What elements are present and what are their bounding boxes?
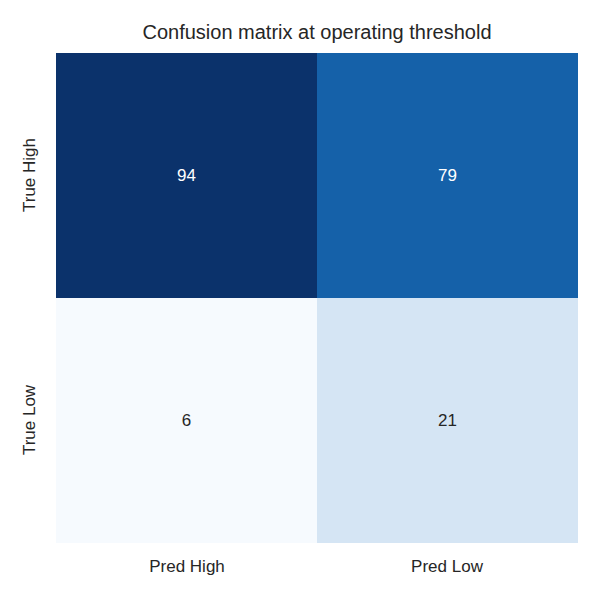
y-axis-label-true-low: True Low [20,385,40,455]
cell-value: 94 [177,166,196,186]
y-axis-label-true-high: True High [20,138,40,212]
confusion-matrix-figure: Confusion matrix at operating threshold … [0,0,600,600]
heatmap-cell-true-low-pred-low: 21 [317,298,578,543]
heatmap-cell-true-high-pred-high: 94 [56,53,317,298]
x-axis-label-pred-high: Pred High [149,557,225,577]
heatmap-grid: 94 79 6 21 [56,53,578,543]
heatmap-cell-true-high-pred-low: 79 [317,53,578,298]
cell-value: 21 [438,411,457,431]
cell-value: 6 [182,411,191,431]
x-axis-label-pred-low: Pred Low [411,557,483,577]
heatmap-cell-true-low-pred-high: 6 [56,298,317,543]
cell-value: 79 [438,166,457,186]
chart-title: Confusion matrix at operating threshold [56,21,578,44]
